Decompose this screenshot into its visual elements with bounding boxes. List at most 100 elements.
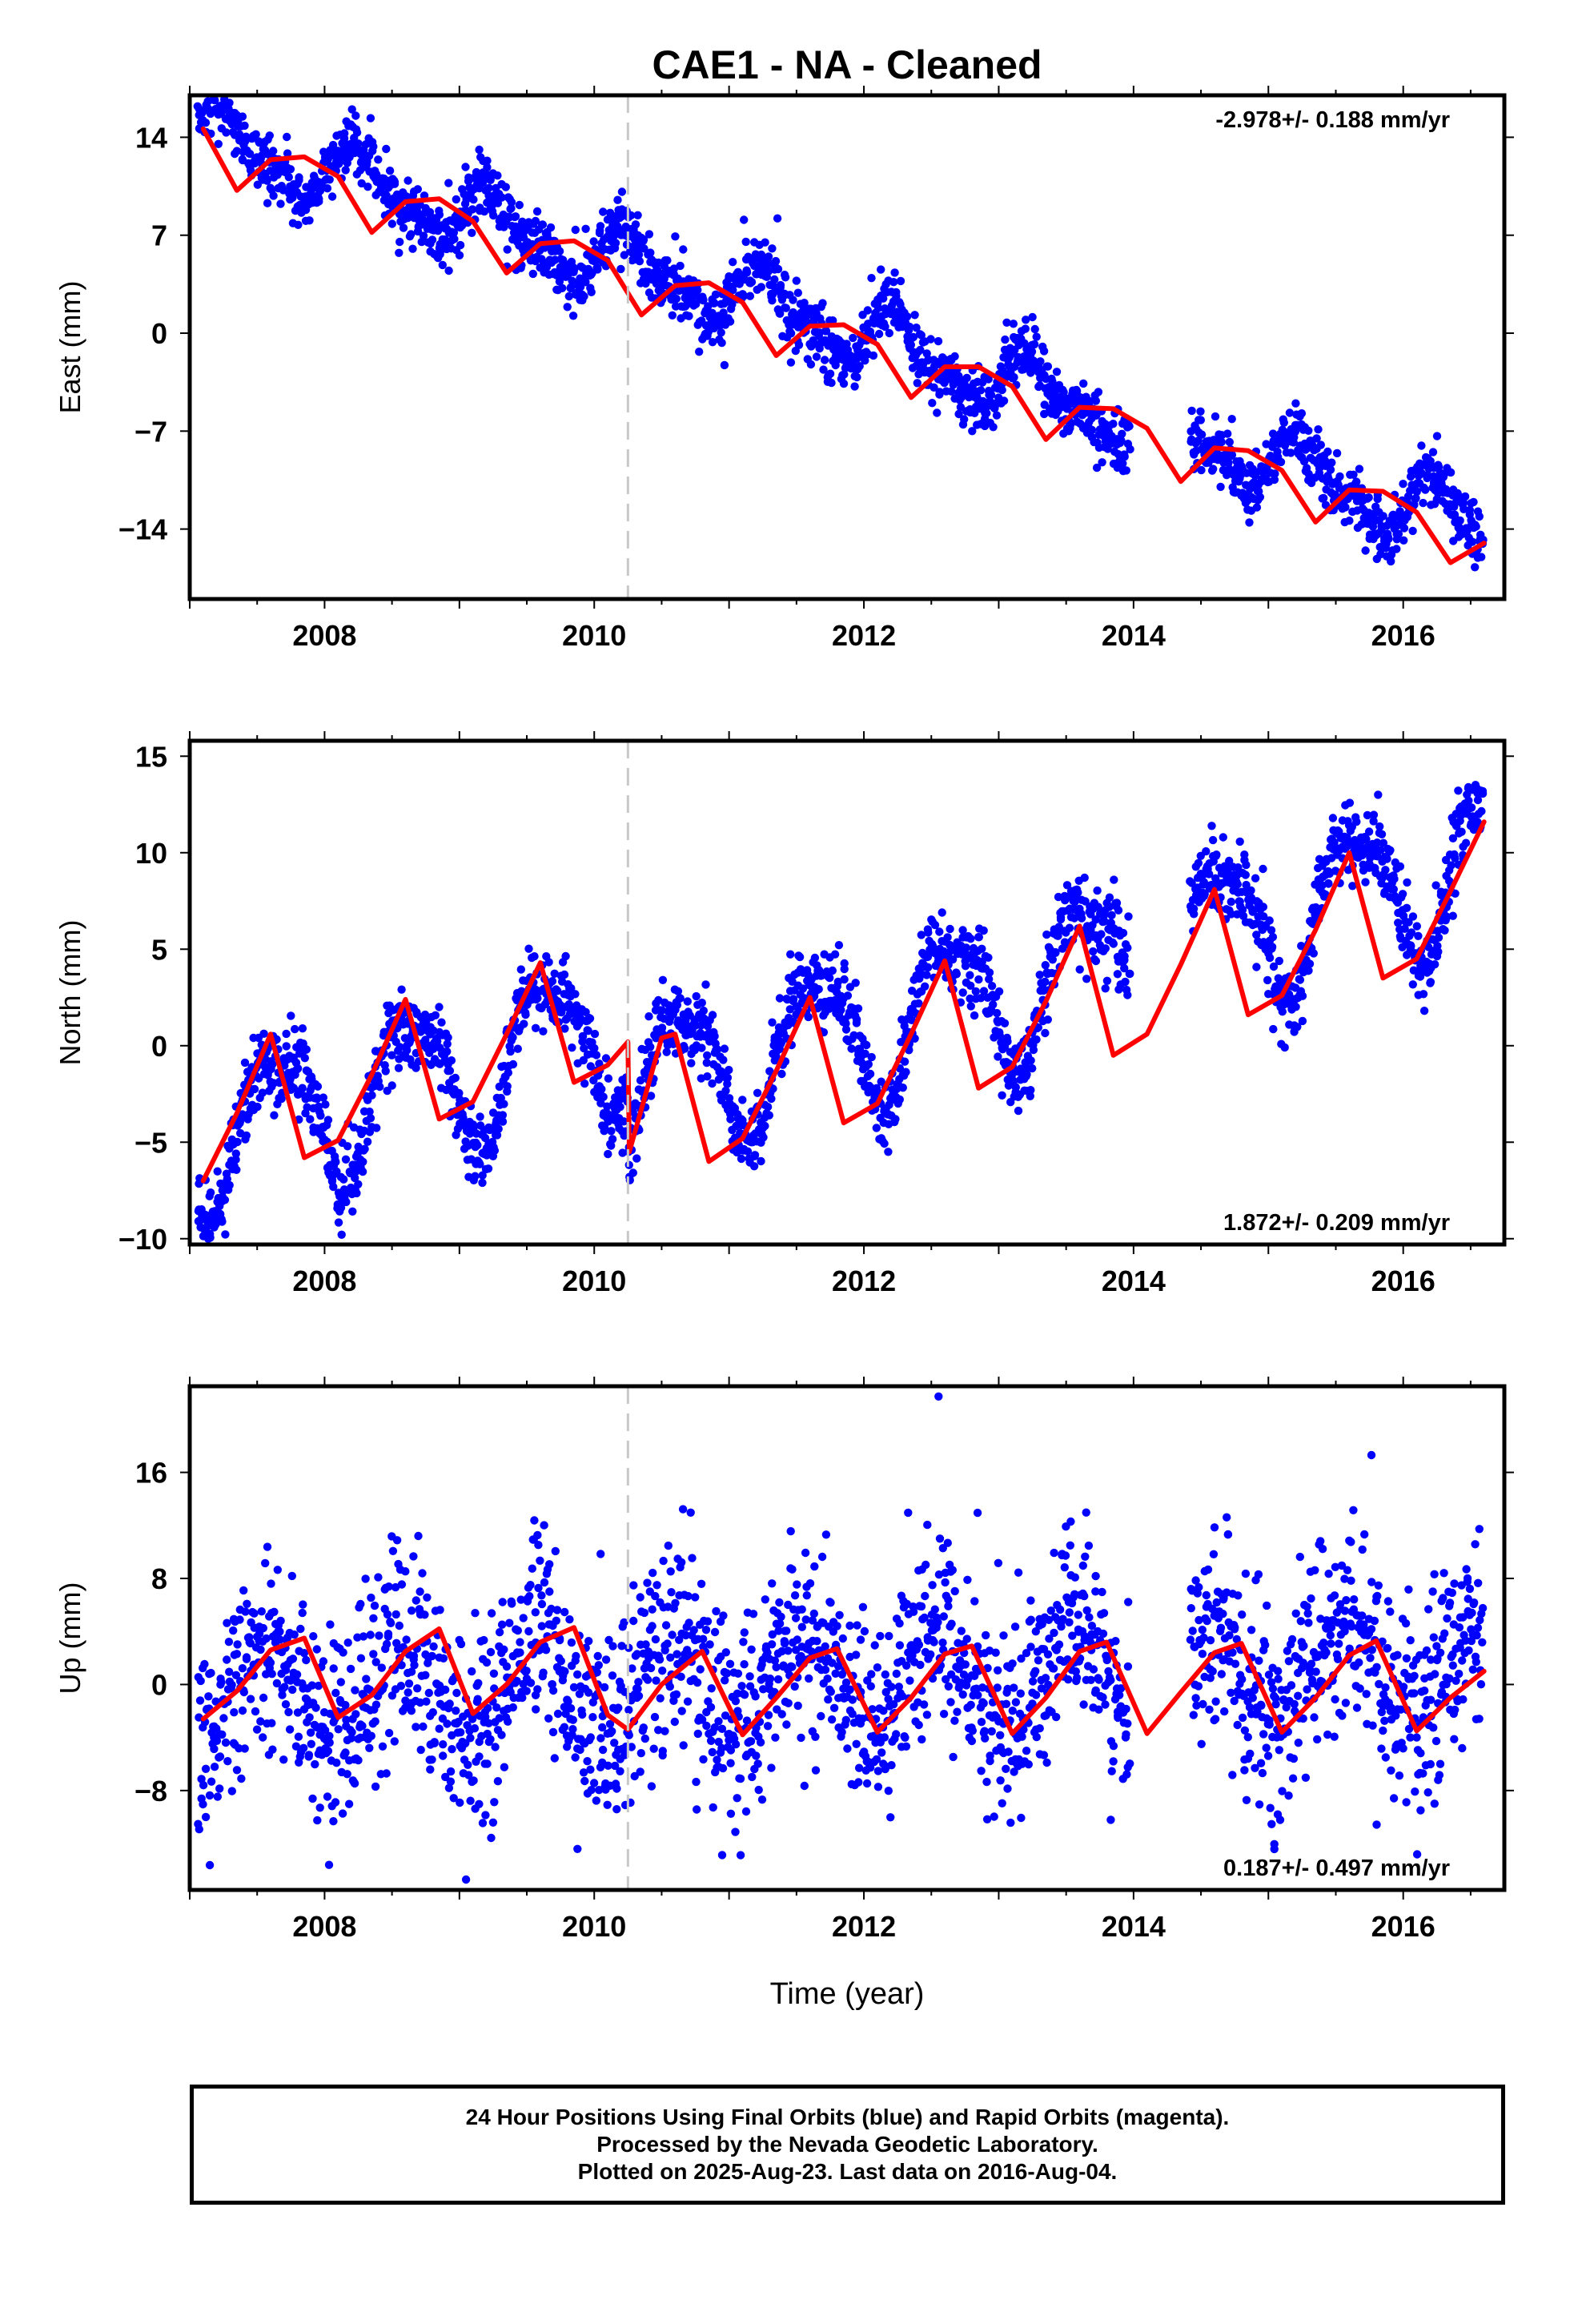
east-data-point <box>347 105 356 114</box>
up-data-point <box>275 1627 284 1636</box>
east-data-point <box>641 279 650 288</box>
east-data-point <box>468 228 476 237</box>
east-data-point <box>1079 379 1088 388</box>
up-data-point <box>331 1798 340 1807</box>
east-data-point <box>877 265 885 274</box>
north-data-point <box>966 971 974 979</box>
up-data-point <box>371 1700 381 1709</box>
east-data-point <box>1094 388 1103 396</box>
east-data-point <box>781 273 790 282</box>
up-data-point <box>367 1731 375 1740</box>
north-data-point <box>270 1111 279 1120</box>
up-data-point <box>210 1763 219 1771</box>
east-data-point <box>435 210 444 219</box>
north-data-point <box>1123 943 1132 952</box>
east-data-point <box>806 360 816 369</box>
east-data-point <box>989 423 998 432</box>
east-data-point <box>1332 448 1342 458</box>
north-data-point <box>1123 991 1132 999</box>
north-data-point <box>597 1084 606 1094</box>
east-data-point <box>1297 409 1307 418</box>
up-data-point <box>395 1621 404 1630</box>
north-data-point <box>872 1124 881 1132</box>
up-data-point <box>299 1743 308 1752</box>
east-data-point <box>934 336 943 346</box>
up-data-point <box>290 1630 299 1639</box>
up-data-point <box>461 1875 471 1884</box>
east-data-point <box>475 145 484 155</box>
north-data-point <box>1000 1019 1010 1028</box>
north-data-point <box>841 1025 851 1034</box>
north-data-point <box>1240 850 1249 859</box>
north-data-point <box>282 1029 291 1039</box>
up-data-point <box>288 1655 298 1663</box>
north-data-point <box>759 1133 768 1142</box>
north-data-point <box>1219 833 1228 842</box>
north-data-point <box>1102 976 1112 986</box>
east-data-point <box>976 386 986 395</box>
north-data-point <box>206 1233 215 1242</box>
north-data-point <box>867 1052 876 1062</box>
up-data-point <box>346 1664 355 1674</box>
up-data-point <box>407 1707 416 1715</box>
east-data-point <box>902 312 912 321</box>
north-data-point <box>1263 975 1272 985</box>
east-data-point <box>768 244 777 253</box>
up-data-point <box>366 1630 375 1639</box>
north-data-point <box>508 1059 518 1069</box>
north-data-point <box>585 1014 595 1023</box>
up-data-point <box>242 1653 251 1662</box>
north-data-point <box>240 1058 250 1068</box>
north-data-point <box>1477 806 1486 816</box>
east-data-point <box>1009 320 1018 328</box>
north-data-point <box>1097 930 1106 939</box>
north-data-point <box>632 1154 641 1163</box>
north-data-point <box>701 980 710 989</box>
north-data-point <box>713 1045 722 1054</box>
east-data-point <box>1345 517 1354 525</box>
up-data-point <box>446 1777 456 1786</box>
north-data-point <box>761 1121 769 1131</box>
east-data-point <box>853 372 861 382</box>
east-data-point <box>1327 458 1336 467</box>
north-data-point <box>786 950 795 959</box>
north-data-point <box>616 1103 624 1112</box>
east-data-point <box>351 111 360 120</box>
up-data-points <box>194 1392 1488 1884</box>
east-data-point <box>1001 335 1010 344</box>
up-data-point <box>422 1697 431 1706</box>
up-data-point <box>341 1748 350 1757</box>
up-data-point <box>288 1685 297 1695</box>
up-data-point <box>259 1693 268 1703</box>
east-data-point <box>616 264 625 274</box>
east-data-point <box>580 292 588 301</box>
north-data-point <box>1352 817 1361 826</box>
east-data-point <box>563 303 572 312</box>
east-data-point <box>611 239 620 247</box>
east-data-point <box>452 195 460 204</box>
north-data-point <box>1235 837 1244 846</box>
up-data-point <box>200 1659 209 1669</box>
up-data-point <box>371 1717 379 1726</box>
east-data-point <box>399 223 408 232</box>
up-data-point <box>439 1654 448 1663</box>
north-data-point <box>901 1068 910 1076</box>
east-data-point <box>325 175 334 184</box>
north-data-point <box>498 1117 508 1126</box>
east-data-point <box>1209 464 1218 473</box>
up-data-point <box>374 1573 383 1582</box>
north-data-point <box>710 1031 719 1041</box>
north-data-point <box>989 1000 998 1009</box>
north-data-point <box>1126 969 1134 979</box>
east-data-point <box>444 266 453 275</box>
east-data-point <box>489 211 498 220</box>
north-data-point <box>445 1066 455 1076</box>
north-data-point <box>1408 912 1418 921</box>
east-data-point <box>265 131 274 140</box>
east-data-point <box>438 260 447 270</box>
up-data-point <box>441 1685 450 1695</box>
east-data-point <box>998 385 1006 395</box>
up-data-point <box>466 1796 475 1805</box>
east-data-point <box>484 183 493 192</box>
north-data-point <box>703 1051 712 1060</box>
